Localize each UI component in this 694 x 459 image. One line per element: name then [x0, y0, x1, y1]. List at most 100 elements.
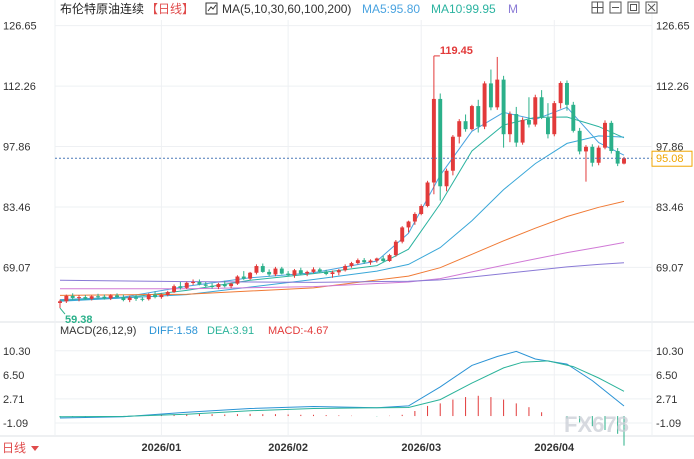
maximize-icon[interactable]: [627, 1, 640, 14]
candle-body: [514, 114, 519, 143]
candle-87: [609, 120, 614, 154]
candle-80: [565, 80, 569, 111]
candle-42: [324, 269, 329, 276]
candle-18: [172, 284, 177, 293]
candle-32: [260, 263, 265, 273]
candle-body: [330, 272, 335, 275]
candle-60: [438, 93, 443, 201]
close-icon[interactable]: [645, 1, 658, 14]
candle-body: [83, 297, 88, 299]
candle-57: [419, 204, 424, 216]
candle-66: [476, 99, 481, 133]
time-tick-0: 2026/01: [142, 442, 182, 454]
candle-body: [520, 119, 525, 143]
candle-body: [222, 284, 227, 287]
candle-16: [159, 293, 164, 299]
candle-11: [127, 295, 132, 303]
candle-63: [457, 119, 462, 144]
candle-body: [292, 270, 297, 276]
candle-body: [343, 266, 348, 271]
time-tick-1: 2026/02: [268, 442, 308, 454]
candle-45: [343, 264, 348, 272]
candle-body: [355, 260, 360, 264]
candle-8: [108, 294, 113, 301]
candle-body: [115, 295, 119, 298]
candle-51: [381, 255, 386, 263]
candle-body: [381, 258, 386, 261]
ma5-value: MA5:95.80: [362, 2, 420, 16]
period-label[interactable]: 【日线】: [146, 2, 194, 16]
candle-body: [457, 121, 462, 137]
candle-58: [425, 180, 430, 208]
candle-body: [146, 294, 151, 300]
candle-35: [279, 266, 284, 275]
candle-body: [431, 98, 436, 183]
candle-24: [210, 283, 215, 289]
candle-46: [349, 261, 354, 268]
caret-down-icon: [31, 446, 39, 451]
price-tick-left-4: 69.07: [3, 262, 31, 274]
candle-body: [336, 270, 341, 273]
candle-28: [235, 275, 240, 285]
candle-69: [495, 56, 500, 110]
candle-body: [254, 266, 259, 273]
candle-body: [317, 269, 322, 272]
candle-body: [400, 227, 405, 242]
candle-body: [615, 150, 620, 164]
high-annotation: 119.45: [433, 45, 473, 57]
candle-body: [127, 297, 132, 301]
candle-body: [108, 295, 113, 299]
candle-38: [298, 267, 303, 275]
candle-body: [241, 276, 246, 279]
candle-body: [533, 97, 538, 125]
candle-53: [393, 240, 398, 257]
candle-19: [178, 281, 183, 290]
candle-body: [368, 260, 373, 263]
candle-88: [615, 148, 620, 167]
candle-0: [58, 299, 62, 309]
candle-body: [526, 119, 531, 125]
candle-body: [349, 263, 354, 267]
candle-20: [184, 281, 189, 290]
candle-61: [444, 168, 449, 192]
candle-body: [210, 285, 215, 288]
candle-54: [400, 226, 405, 244]
macd-dea-value: DEA:3.91: [207, 325, 254, 337]
chart-title: 布伦特原油连续: [60, 1, 144, 16]
candle-body: [324, 271, 329, 275]
ma-more-value: M: [508, 2, 518, 16]
restore-icon[interactable]: [609, 1, 622, 14]
price-tick-left-1: 112.26: [3, 81, 36, 93]
ma200-line: [59, 262, 625, 283]
grid-icon[interactable]: [591, 1, 604, 14]
candle-76: [539, 90, 544, 120]
price-axis-labels: 126.65 126.65 112.26 112.26 97.86 97.86 83.46 8…: [3, 21, 690, 430]
candle-41: [317, 267, 322, 273]
macd-tick-left-3: -1.09: [3, 418, 28, 430]
candle-body: [507, 114, 512, 135]
macd-dea-line: [59, 360, 625, 418]
candle-body: [248, 272, 253, 279]
macd-tick-right-2: 2.71: [656, 394, 677, 406]
candle-73: [520, 117, 525, 145]
candle-5: [89, 295, 94, 301]
watermark: FX678: [564, 412, 629, 437]
candle-71: [507, 111, 512, 143]
candle-body: [140, 298, 145, 300]
candle-17: [165, 290, 170, 297]
ma60-line: [59, 200, 625, 296]
candle-29: [241, 271, 246, 280]
candle-body: [197, 281, 202, 285]
candle-48: [362, 258, 367, 264]
candle-body: [406, 221, 411, 228]
candle-body: [362, 260, 367, 263]
candle-body: [584, 146, 588, 152]
candle-body: [64, 295, 69, 302]
candle-70: [501, 75, 506, 148]
candle-body: [203, 284, 208, 286]
candle-body: [311, 269, 316, 272]
ma-settings-icon[interactable]: [205, 2, 218, 15]
candle-body: [558, 82, 563, 104]
period-selector[interactable]: 日线: [2, 441, 39, 455]
candle-75: [533, 94, 538, 127]
